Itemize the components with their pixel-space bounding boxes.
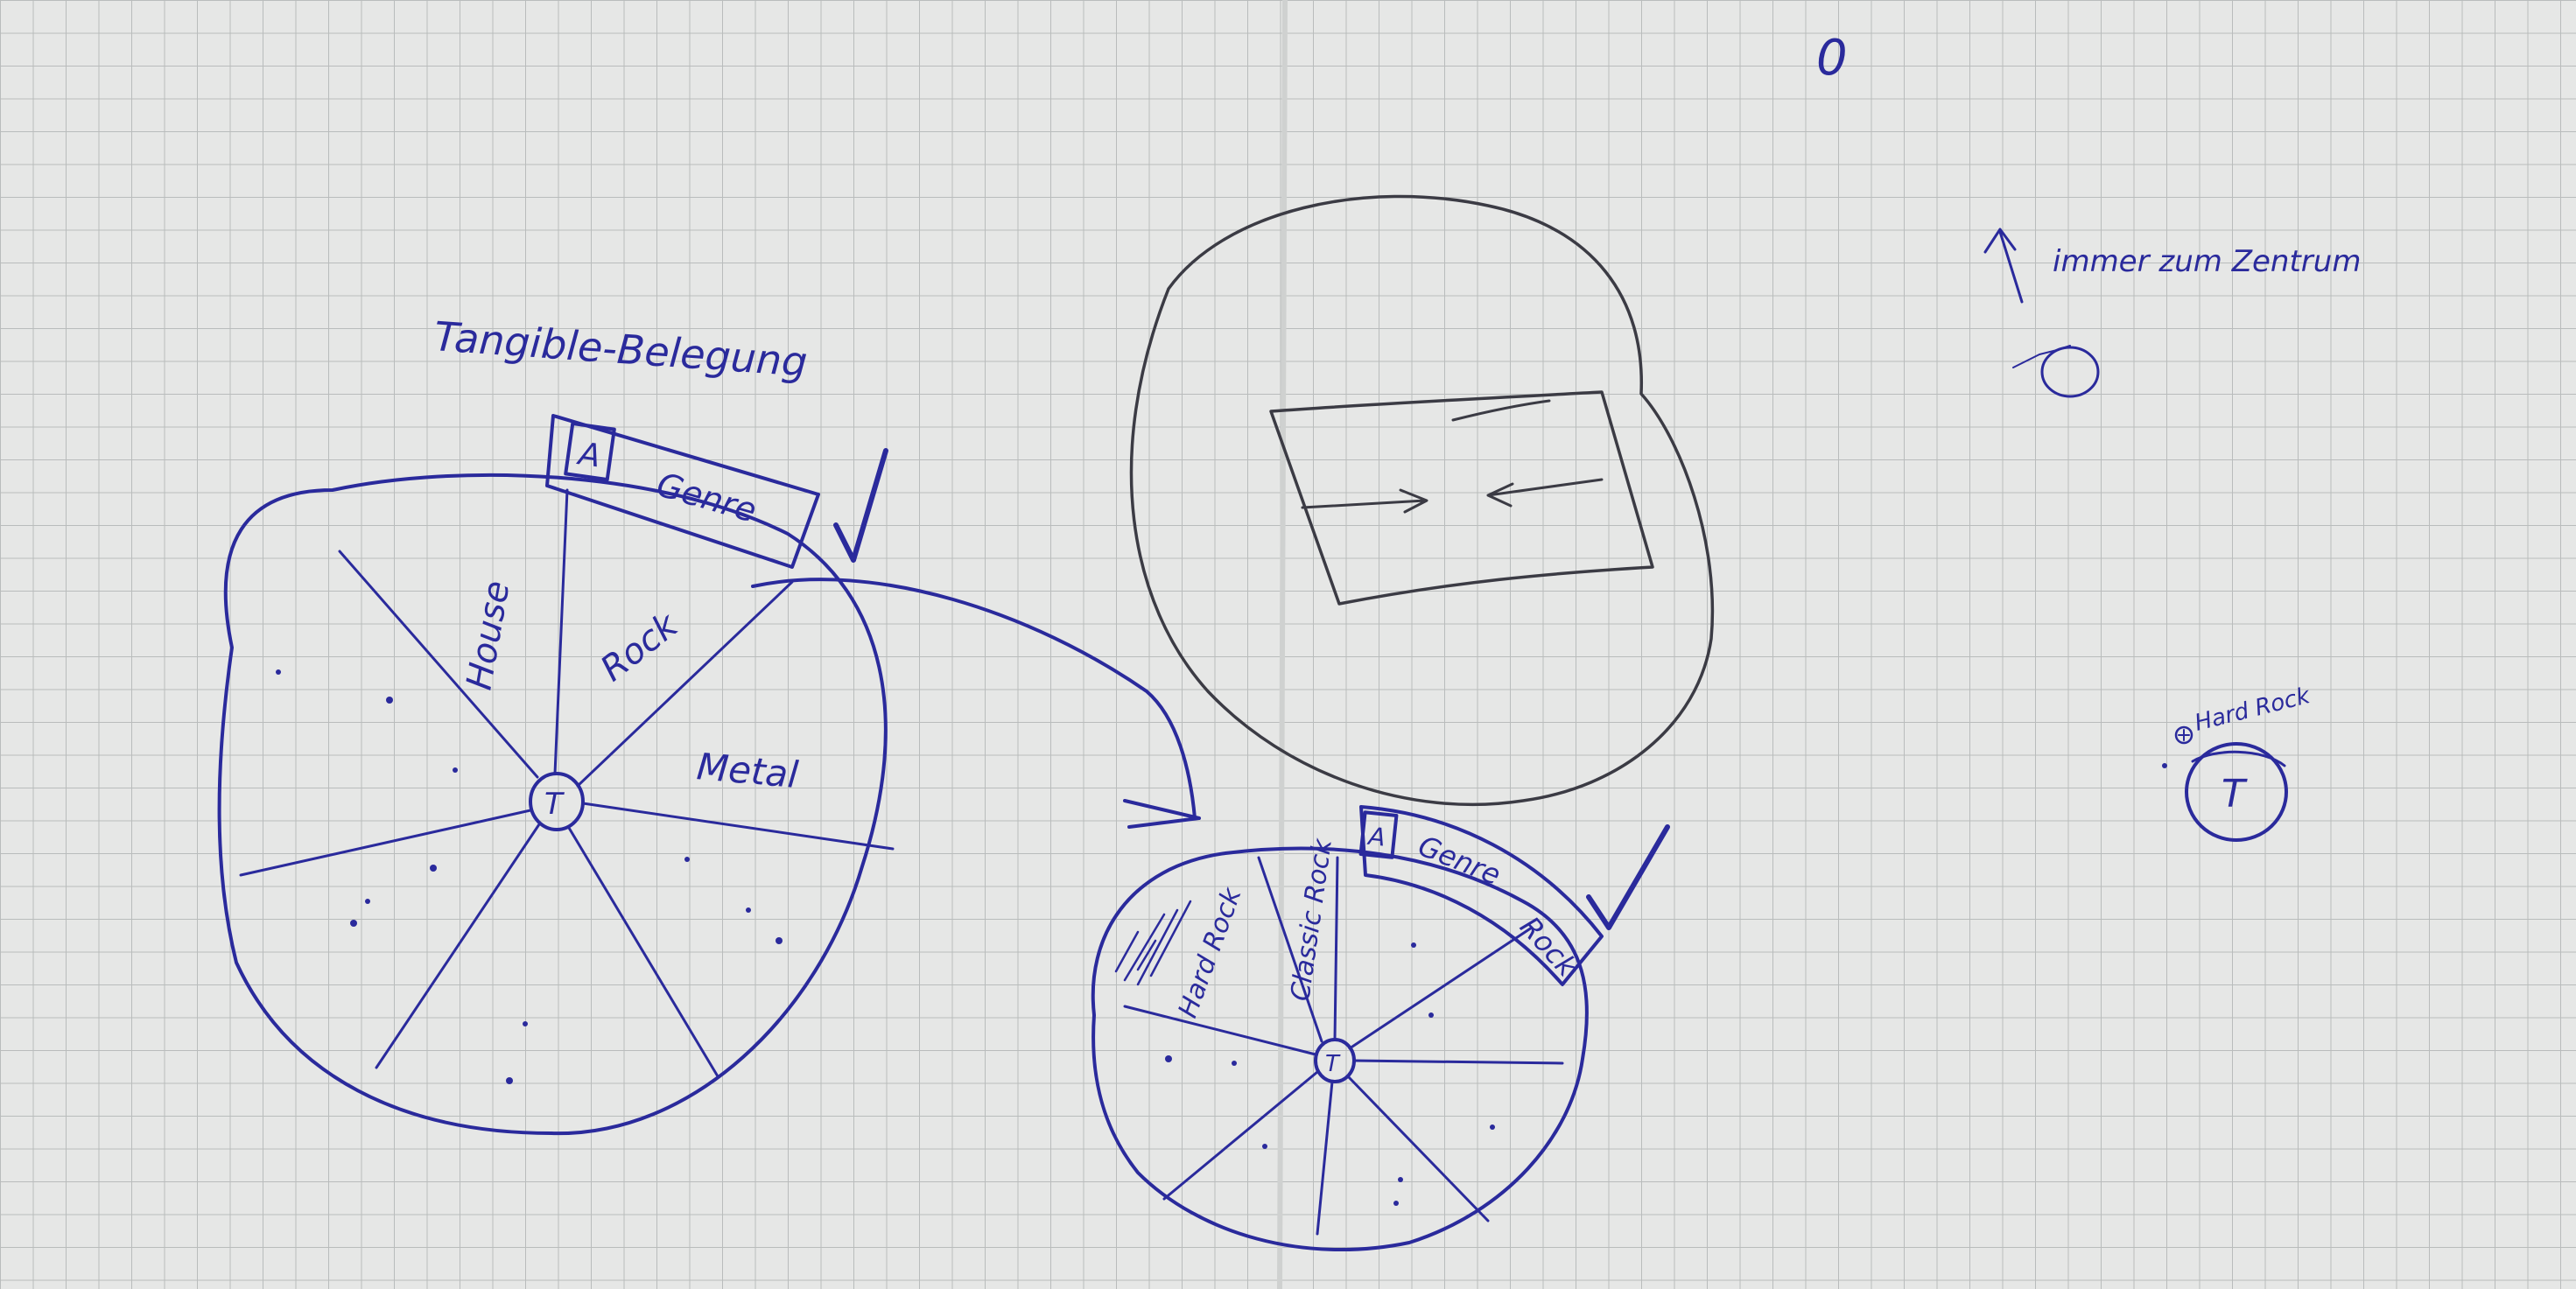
- segment-label-metal: Metal: [695, 745, 800, 796]
- swipe-right-arrow: [1301, 488, 1428, 514]
- plus-icon-cross: [2178, 729, 2190, 741]
- large-wheel-center: [529, 772, 585, 831]
- large-wheel-center-label: T: [544, 787, 565, 822]
- plus-icon: [2174, 725, 2193, 745]
- small-wheel-spokes: [1123, 856, 1564, 1236]
- small-wheel-breadcrumb-icon-box: [1358, 810, 1399, 859]
- small-wheel-breadcrumb-tab: [1359, 805, 1604, 986]
- zoom-arrow-head: [1123, 799, 1201, 829]
- small-wheel-checkmark: [1586, 824, 1670, 930]
- small-wheel-hatching: [1114, 900, 1192, 986]
- large-wheel-checkmark: [833, 448, 888, 563]
- large-wheel-dots: [276, 669, 783, 1084]
- large-wheel-outline: [217, 473, 888, 1136]
- tangible-detail-circle: [2185, 742, 2288, 842]
- note-center: immer zum Zentrum: [2053, 244, 2361, 279]
- small-wheel-breadcrumb-icon: A: [1365, 822, 1386, 852]
- large-wheel-breadcrumb-icon-box: [564, 421, 616, 482]
- screen-gesture-mark: [1451, 399, 1551, 422]
- mini-tangible-scribble: [2012, 345, 2071, 368]
- large-wheel-breadcrumb-tab: [545, 414, 820, 569]
- top-mark: 0: [1816, 30, 1848, 87]
- tangible-detail-label: T: [2222, 772, 2248, 816]
- small-wheel-center-label: T: [1325, 1051, 1341, 1077]
- small-wheel-dots: [1165, 942, 1495, 1206]
- small-wheel-outline: [1091, 846, 1589, 1252]
- up-arrow: [1983, 228, 2024, 304]
- device-outline: [1129, 194, 1715, 807]
- mini-tangible: [2040, 346, 2100, 398]
- device-sketch: [1129, 194, 1715, 807]
- swipe-left-arrow: [1486, 478, 1604, 508]
- device-screen: [1269, 390, 1654, 606]
- tangible-detail-dot: [2162, 763, 2167, 768]
- tangible-detail-arc: [2191, 750, 2286, 767]
- zoom-transition-arrow: [751, 578, 1197, 820]
- large-wheel-spokes: [239, 488, 895, 1078]
